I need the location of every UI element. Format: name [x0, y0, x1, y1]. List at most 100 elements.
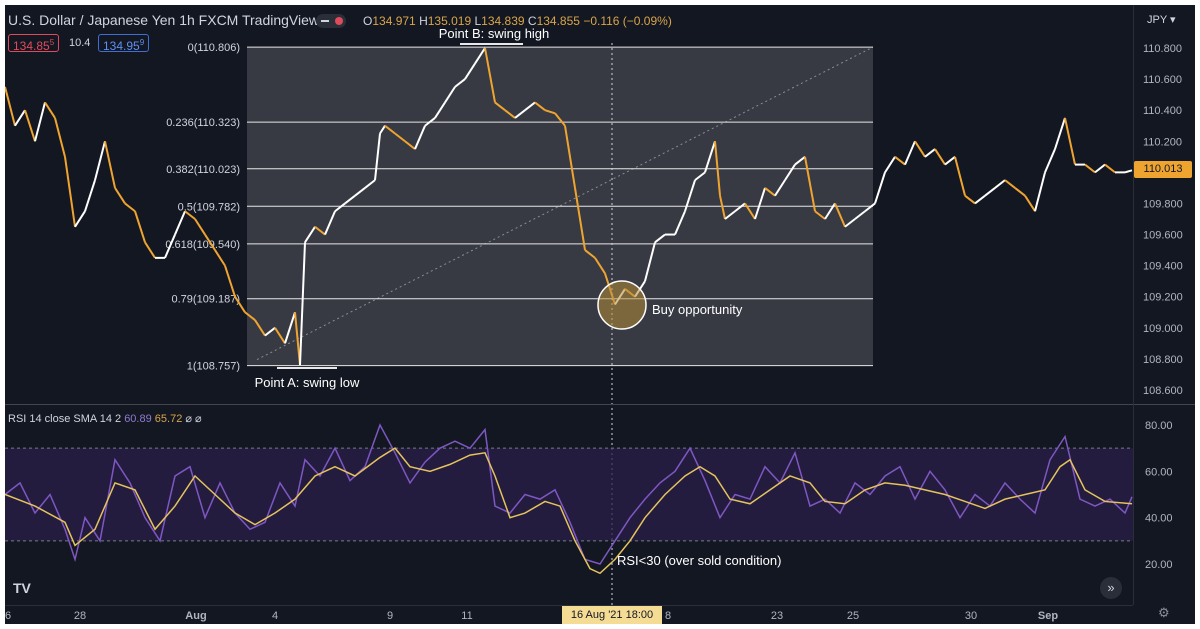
price-segment: [284, 311, 296, 344]
price-segment: [184, 210, 196, 220]
price-segment: [1054, 117, 1066, 150]
price-segment: [814, 210, 826, 220]
chart-window[interactable]: 0(110.806) 0.236(110.323) 0.382(110.023) 0.…: [5, 5, 1195, 624]
price-segment: [94, 141, 106, 181]
price-segment: [314, 225, 326, 236]
rsi-legend-name: RSI 14 close SMA 14 2: [8, 413, 122, 425]
price-segment: [5, 86, 16, 126]
rsi-sma-value: 65.72: [154, 413, 183, 425]
price-segment: [1064, 117, 1076, 165]
price-segment: [334, 202, 346, 213]
symbol-title[interactable]: U.S. Dollar / Japanese Yen 1h FXCM Tradi…: [8, 12, 320, 28]
rsi-line: [5, 423, 1133, 565]
price-segment: [974, 194, 986, 205]
price-segment: [124, 202, 136, 213]
price-segment: [244, 311, 256, 321]
price-segment: [114, 187, 126, 204]
price-segment: [584, 249, 596, 259]
time-axis-label: 30: [965, 610, 977, 622]
time-axis-label-partial: 8: [665, 610, 671, 622]
price-segment: [954, 156, 966, 196]
price-segment: [934, 148, 946, 166]
price-segment: [1104, 163, 1116, 174]
price-segment: [384, 124, 396, 135]
price-segment: [274, 327, 286, 344]
currency-selector[interactable]: JPY ▾: [1147, 14, 1176, 26]
buy-highlight-circle: [597, 280, 647, 330]
fib-level-label: 0.618(109.540): [165, 239, 240, 251]
price-segment: [324, 210, 336, 235]
ohlc-l-label: L: [474, 14, 482, 28]
price-segment: [164, 234, 176, 259]
time-axis-label: 23: [771, 610, 783, 622]
buy-price: 134.95: [103, 39, 140, 53]
price-segment: [354, 187, 366, 197]
time-axis-label: 11: [461, 610, 472, 622]
price-segment: [84, 179, 96, 212]
price-segment: [894, 156, 906, 166]
price-segment: [1004, 179, 1016, 189]
price-segment: [1044, 148, 1056, 173]
time-axis-label-edge: 6: [5, 610, 11, 622]
rsi-axis-label: 40.00: [1145, 513, 1173, 525]
price-segment: [514, 109, 526, 119]
rsi-legend[interactable]: RSI 14 close SMA 14 2 60.89 65.72 ⌀ ⌀: [8, 411, 202, 427]
price-axis-label: 110.600: [1143, 74, 1182, 86]
price-chart[interactable]: 0(110.806) 0.236(110.323) 0.382(110.023) 0.…: [5, 5, 1195, 624]
scroll-to-latest-button[interactable]: »: [1100, 577, 1122, 599]
rsi-legend-icons[interactable]: ⌀ ⌀: [185, 413, 202, 425]
price-axis-label: 108.800: [1143, 354, 1183, 366]
rsi-panel[interactable]: RSI<30 (over sold condition): [5, 423, 1133, 575]
buy-sell-toggle[interactable]: [316, 14, 346, 28]
ohlc-c-label: C: [527, 14, 537, 28]
price-segment: [719, 195, 726, 220]
time-axis-label: 25: [847, 610, 859, 622]
price-segment: [34, 102, 46, 142]
gear-icon[interactable]: ⚙: [1158, 605, 1170, 620]
price-segment: [654, 233, 666, 244]
price-segment: [854, 210, 866, 220]
price-axis-label: 109.400: [1143, 261, 1183, 273]
price-segment: [964, 194, 976, 205]
price-segment: [104, 141, 116, 189]
price-segment: [864, 202, 876, 213]
price-segment: [484, 47, 496, 103]
price-segment: [784, 164, 796, 181]
crosshair-date-tag: 16 Aug '21 18:00: [562, 606, 662, 624]
price-axis-label: 109.200: [1143, 292, 1183, 304]
buy-button[interactable]: 134.959: [98, 34, 150, 53]
price-segment: [299, 242, 306, 366]
price-segment: [1024, 195, 1036, 212]
rsi-value: 60.89: [124, 413, 152, 425]
price-segment: [944, 156, 956, 166]
ohlc-open: 134.971: [372, 14, 416, 28]
time-axis-label: 4: [272, 610, 278, 622]
fib-retracement[interactable]: 0(110.806) 0.236(110.323) 0.382(110.023) 0.…: [165, 42, 874, 373]
buy-label: Buy opportunity: [652, 302, 743, 317]
price-segment: [1034, 172, 1046, 212]
rsi-axis-label: 60.00: [1145, 466, 1173, 478]
price-segment: [494, 101, 506, 111]
tradingview-logo[interactable]: TV: [13, 580, 31, 596]
price-axis-label: 109.600: [1143, 230, 1183, 242]
price-segment: [694, 171, 706, 181]
time-axis-label: Aug: [185, 610, 206, 622]
rsi-axis-label: 80.00: [1145, 420, 1173, 432]
time-axis-label: Sep: [1038, 610, 1058, 622]
spread-value: 10.4: [69, 37, 91, 49]
fib-level-label: 0(110.806): [188, 42, 240, 54]
price-axis-label: 109.000: [1143, 323, 1183, 335]
price-segment: [504, 109, 516, 119]
price-segment: [454, 78, 466, 88]
rsi-oversold-note: RSI<30 (over sold condition): [617, 553, 781, 568]
price-segment: [704, 140, 716, 173]
fib-level-label: 0.79(109.187): [172, 294, 241, 306]
price-segment: [374, 133, 381, 181]
price-segment: [574, 187, 586, 251]
sell-button[interactable]: 134.855: [8, 34, 60, 53]
price-segment: [644, 242, 656, 282]
rsi-sma-line: [5, 447, 1133, 575]
price-segment: [294, 312, 301, 366]
price-segment: [564, 125, 576, 189]
price-segment: [214, 249, 226, 267]
